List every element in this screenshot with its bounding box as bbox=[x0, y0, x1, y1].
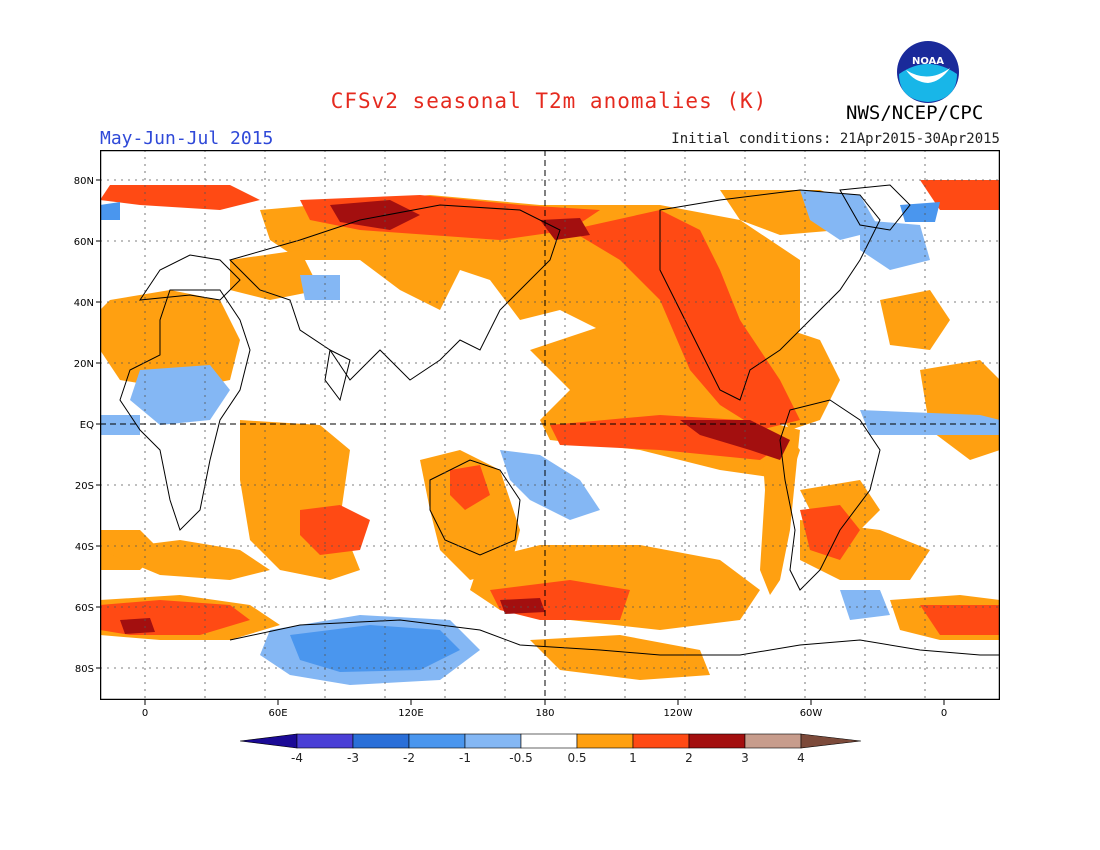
colorbar-swatch bbox=[632, 733, 690, 749]
colorbar-swatch bbox=[352, 733, 410, 749]
coastlines bbox=[119, 184, 1000, 656]
colorbar-swatch bbox=[800, 733, 862, 749]
colorbar-swatch bbox=[520, 733, 578, 749]
lon-label: 60E bbox=[268, 708, 287, 719]
lat-label: 40S bbox=[75, 542, 94, 553]
colorbar-label: 1 bbox=[629, 751, 637, 765]
colorbar-label: -2 bbox=[403, 751, 415, 765]
lon-label: 0 bbox=[941, 708, 947, 719]
lat-label: 80N bbox=[74, 176, 94, 187]
extreme-warm-anomaly-shading bbox=[120, 200, 790, 634]
lat-label: 40N bbox=[74, 298, 94, 309]
colorbar-swatch bbox=[408, 733, 466, 749]
color-legend bbox=[240, 733, 862, 749]
colorbar-swatch bbox=[296, 733, 354, 749]
lat-label: 20S bbox=[75, 481, 94, 492]
map-title: CFSv2 seasonal T2m anomalies (K) bbox=[330, 89, 768, 113]
colorbar-label: -3 bbox=[347, 751, 359, 765]
noaa-logo-icon: NOAA bbox=[897, 41, 959, 103]
agency-label: NWS/NCEP/CPC bbox=[846, 102, 984, 124]
equator-and-dateline bbox=[100, 150, 1000, 700]
colorbar-label: 0.5 bbox=[567, 751, 587, 765]
lon-label: 0 bbox=[142, 708, 148, 719]
colorbar-label: -1 bbox=[459, 751, 471, 765]
graticule bbox=[100, 150, 1000, 700]
lat-label: EQ bbox=[80, 420, 94, 431]
lat-label: 20N bbox=[74, 359, 94, 370]
lon-label: 120W bbox=[664, 708, 693, 719]
forecast-period: May-Jun-Jul 2015 bbox=[100, 128, 274, 149]
colorbar-swatch bbox=[240, 733, 298, 749]
colorbar-label: 3 bbox=[741, 751, 749, 765]
lat-label: 60N bbox=[74, 237, 94, 248]
lon-label: 120E bbox=[398, 708, 423, 719]
lat-label: 80S bbox=[75, 664, 94, 675]
anomaly-map bbox=[100, 150, 1000, 700]
lat-label: 60S bbox=[75, 603, 94, 614]
svg-text:NOAA: NOAA bbox=[912, 56, 944, 67]
colorbar-swatch bbox=[464, 733, 522, 749]
lon-label: 180 bbox=[535, 708, 554, 719]
colorbar-swatch bbox=[744, 733, 802, 749]
colorbar-label: -0.5 bbox=[509, 751, 533, 765]
colorbar-label: -4 bbox=[291, 751, 303, 765]
moderate-cool-anomaly-shading bbox=[100, 202, 940, 672]
colorbar-swatch bbox=[688, 733, 746, 749]
colorbar-label: 2 bbox=[685, 751, 693, 765]
colorbar-swatch bbox=[576, 733, 634, 749]
initial-conditions: Initial conditions: 21Apr2015-30Apr2015 bbox=[671, 131, 1000, 147]
lon-label: 60W bbox=[800, 708, 823, 719]
colorbar-label: 4 bbox=[797, 751, 805, 765]
